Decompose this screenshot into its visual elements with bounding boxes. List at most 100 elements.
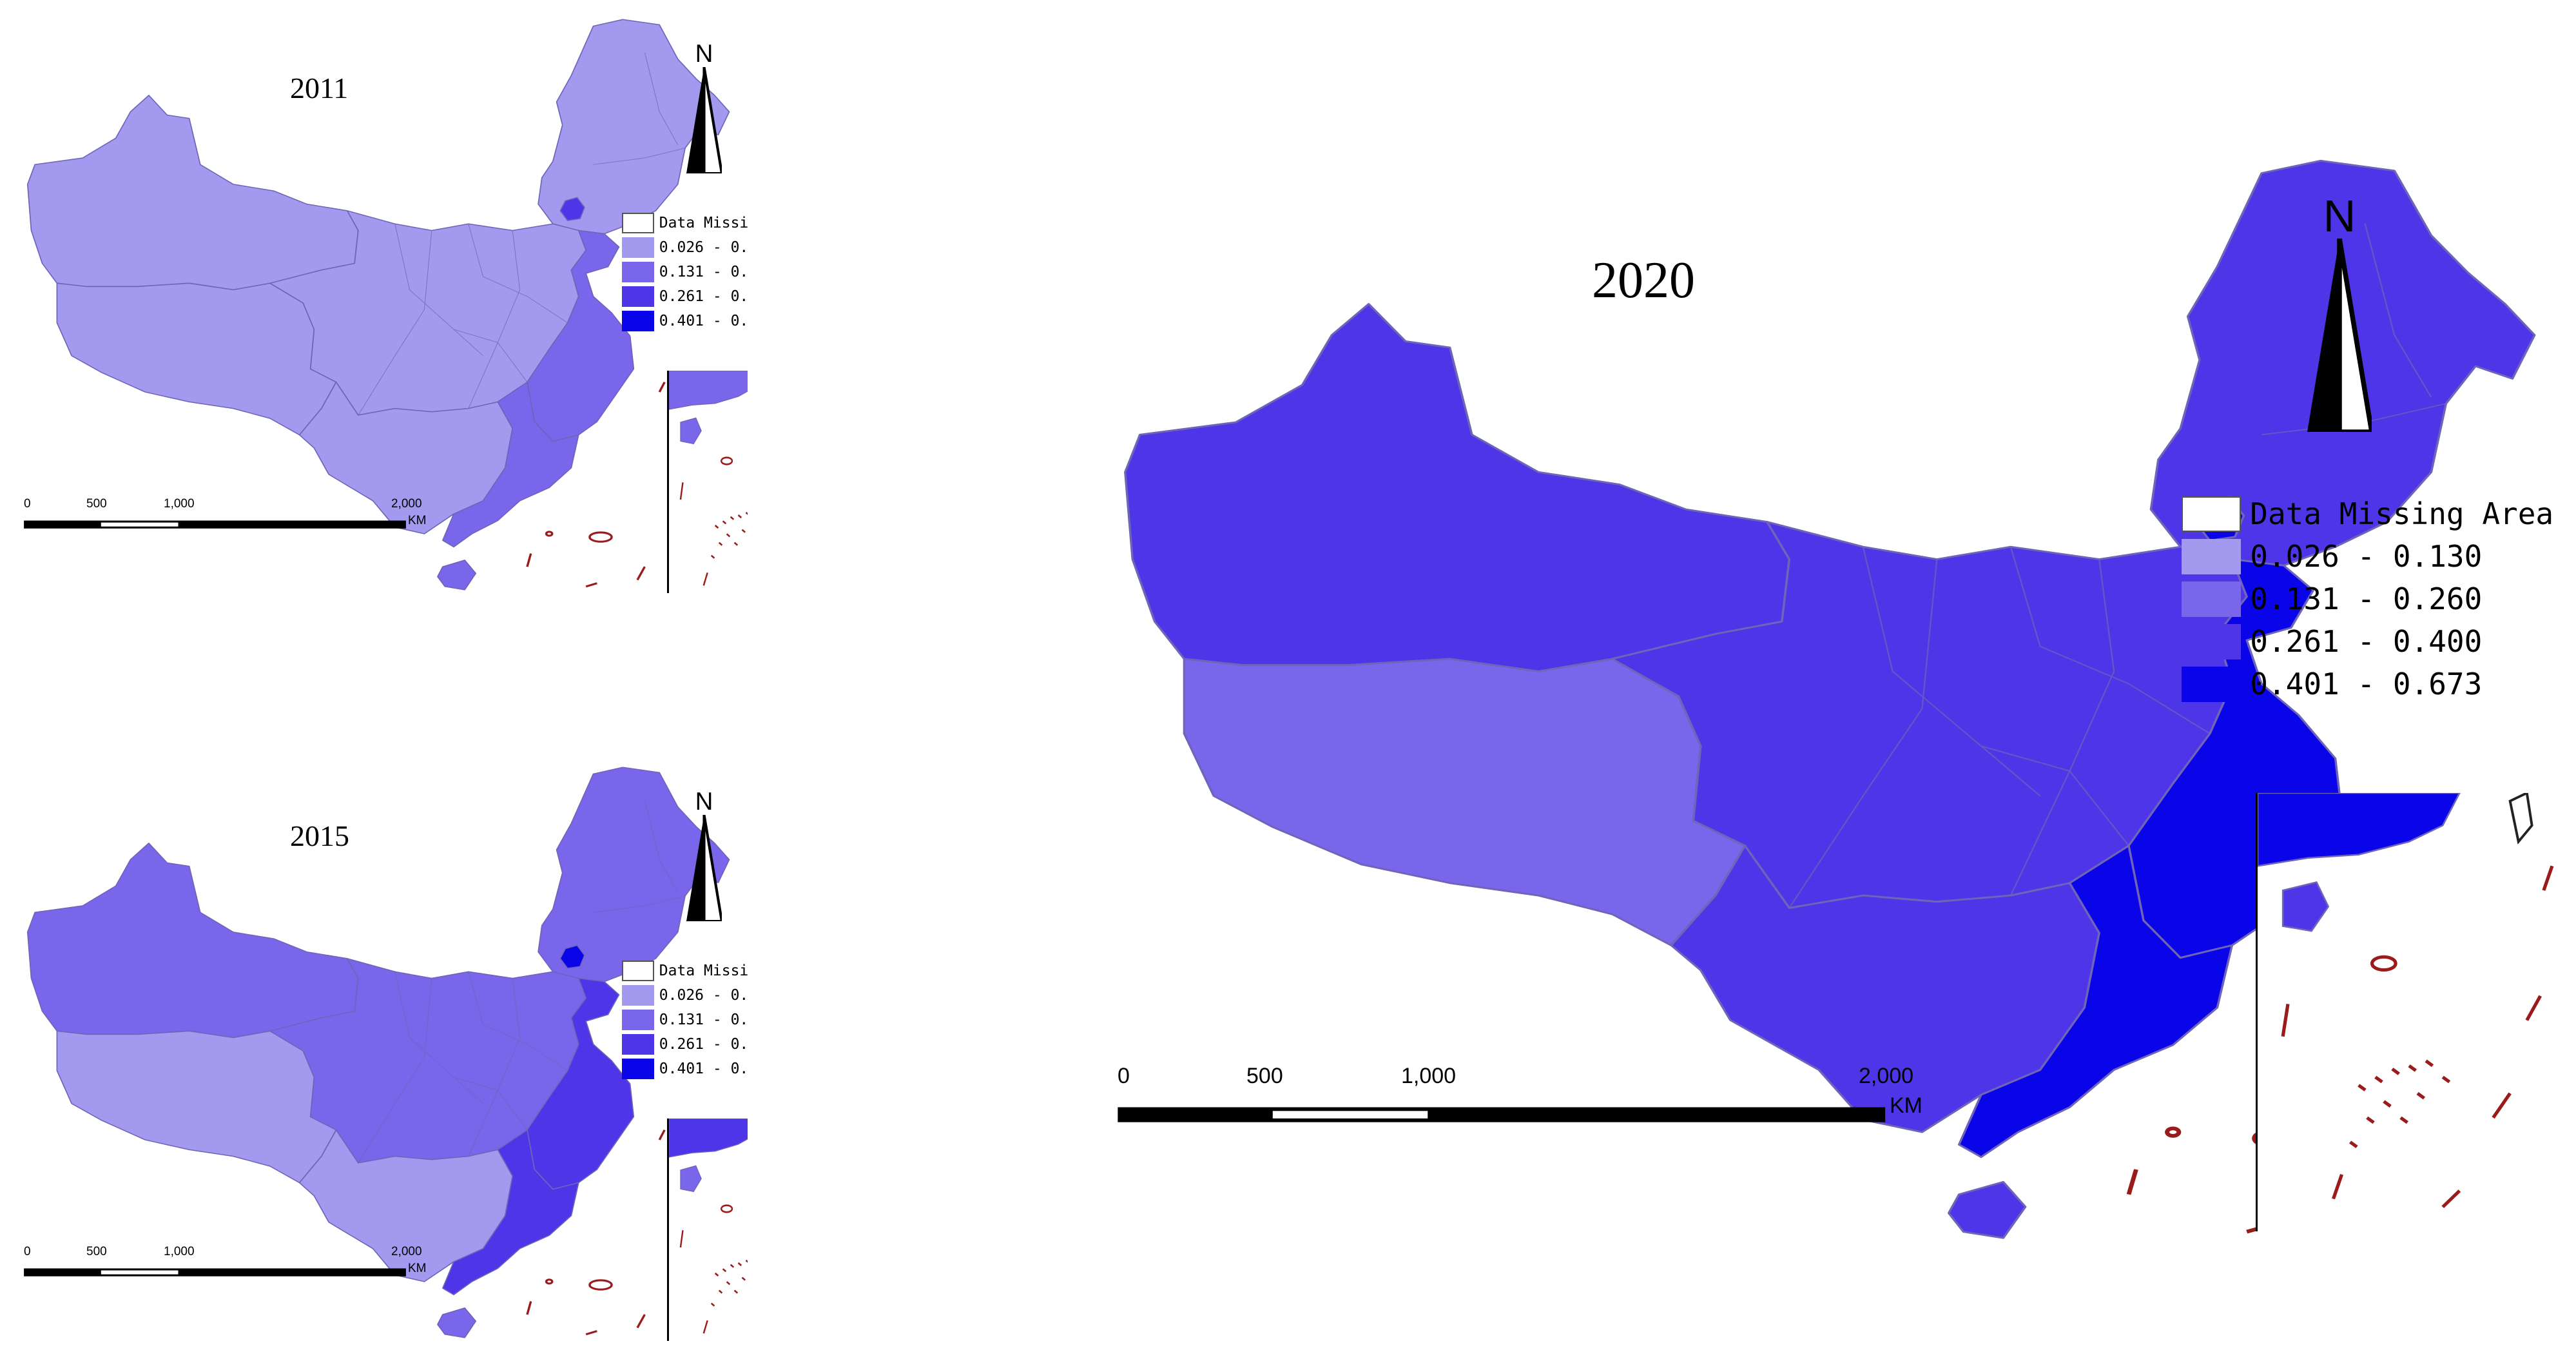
map-panel-2015: 2015 N 0 500 1,000 2,000 KM Data Missing Are… [13,761,748,1341]
scale-bar-gap [1272,1111,1428,1119]
inset-hainan [2281,881,2330,932]
inset-coast [669,371,748,410]
scale-label: 500 [86,497,107,511]
region-west [1124,303,1791,672]
legend-label: 0.131 - 0.260 [2250,581,2483,616]
region-west [26,843,359,1039]
north-label: N [695,40,713,68]
scale-label: 0 [24,1245,31,1258]
north-arrow: N [686,788,722,921]
scale-bar [24,1268,406,1276]
legend-swatch [622,237,654,258]
inset-islands [679,456,748,586]
legend-swatch [622,311,654,331]
legend-label: 0.261 - 0.400 [659,288,748,305]
legend-label: Data Missing Area [2250,496,2554,531]
north-arrow-icon [2307,239,2372,432]
inset-taiwan [2508,793,2533,845]
legend-label: Data Missing Area [659,215,748,231]
scale-label: 0 [1118,1064,1130,1088]
inset-coast [669,1119,748,1158]
region-tibet [1183,658,1747,946]
legend-swatch [622,985,654,1006]
legend-swatch [2182,624,2241,660]
scale-label: 500 [1246,1064,1283,1088]
north-arrow: N [686,40,722,173]
inset-islands [2281,865,2554,1209]
inset-islands [679,1204,748,1334]
region-east-coast [527,230,635,442]
map-panel-2011: 2011 N 0 500 1,000 2,000 KM Data Missing Are… [13,13,748,593]
region-beijing [559,944,585,969]
legend-swatch [2182,539,2241,574]
china-map [26,19,730,591]
region-hainan [437,1307,477,1338]
north-label: N [2323,191,2356,241]
scale-label: 1,000 [1401,1064,1457,1088]
region-east-coast [527,977,635,1190]
inset-coast [2258,793,2461,867]
scale-label: 2,000 [391,1245,422,1258]
legend-swatch [622,961,654,981]
scale-bar [24,520,406,529]
legend-label: 0.131 - 0.260 [659,1011,748,1028]
south-china-sea-inset [2256,793,2561,1231]
legend-label: 0.401 - 0.673 [659,313,748,329]
province-borders [1471,222,2446,908]
north-arrow: N [2307,193,2372,432]
map-canvas [24,19,730,591]
legend-swatch [622,1059,654,1079]
south-china-sea-inset [667,1119,748,1341]
region-beijing [559,197,585,221]
region-tibet [56,282,337,436]
map-panel-2020: 2020 N 0 500 1,000 2,000 KM Data Missing Are… [1096,148,2571,1244]
scale-label: 1,000 [164,497,195,511]
north-arrow-icon [686,66,722,173]
scale-label: 500 [86,1245,107,1258]
south-china-sea-inset [667,371,748,593]
legend-swatch [622,286,654,307]
inset-hainan [680,417,702,445]
scale-label: 0 [24,497,31,511]
legend-swatch [2182,667,2241,702]
region-hainan [1947,1180,2027,1239]
legend-swatch [2182,581,2241,617]
inset-hainan [680,1165,702,1193]
legend-label: 0.261 - 0.400 [659,1036,748,1053]
map-title: 2011 [290,72,349,104]
legend-swatch [2182,496,2241,532]
north-arrow-icon [686,814,722,921]
region-south-coast [442,1129,579,1296]
scale-label: 2,000 [391,497,422,511]
map-title: 2020 [1592,252,1695,309]
legend-label: 0.401 - 0.673 [659,1060,748,1077]
scale-bar-gap [101,1270,179,1275]
scale-unit: KM [1890,1093,1922,1118]
legend-label: 0.026 - 0.130 [659,239,748,256]
legend-swatch [622,1034,654,1055]
region-hainan [437,560,477,591]
legend-label: 0.026 - 0.130 [2250,539,2483,574]
china-map [26,767,730,1338]
scale-unit: KM [408,1262,427,1275]
scale-labels: 0 500 1,000 2,000 KM [13,1245,748,1282]
legend-label: 0.401 - 0.673 [2250,667,2483,701]
scale-labels: 0 500 1,000 2,000 KM [1096,1064,2571,1129]
map-title: 2015 [290,819,349,852]
legend-label: 0.261 - 0.400 [2250,624,2483,659]
scale-labels: 0 500 1,000 2,000 KM [13,497,748,534]
scale-bar [1118,1107,1886,1122]
legend-swatch [622,262,654,282]
region-south-coast [442,381,579,548]
scale-label: 2,000 [1859,1064,1914,1088]
legend-label: Data Missing Area [659,962,748,979]
scale-bar-fill [24,1268,406,1276]
region-west [26,95,359,291]
north-label: N [695,788,713,816]
legend-label: 0.131 - 0.260 [659,264,748,280]
region-south-coast [1957,845,2234,1158]
scale-bar-gap [101,522,179,527]
legend-label: 0.026 - 0.130 [659,987,748,1004]
scale-label: 1,000 [164,1245,195,1258]
legend-swatch [622,213,654,233]
